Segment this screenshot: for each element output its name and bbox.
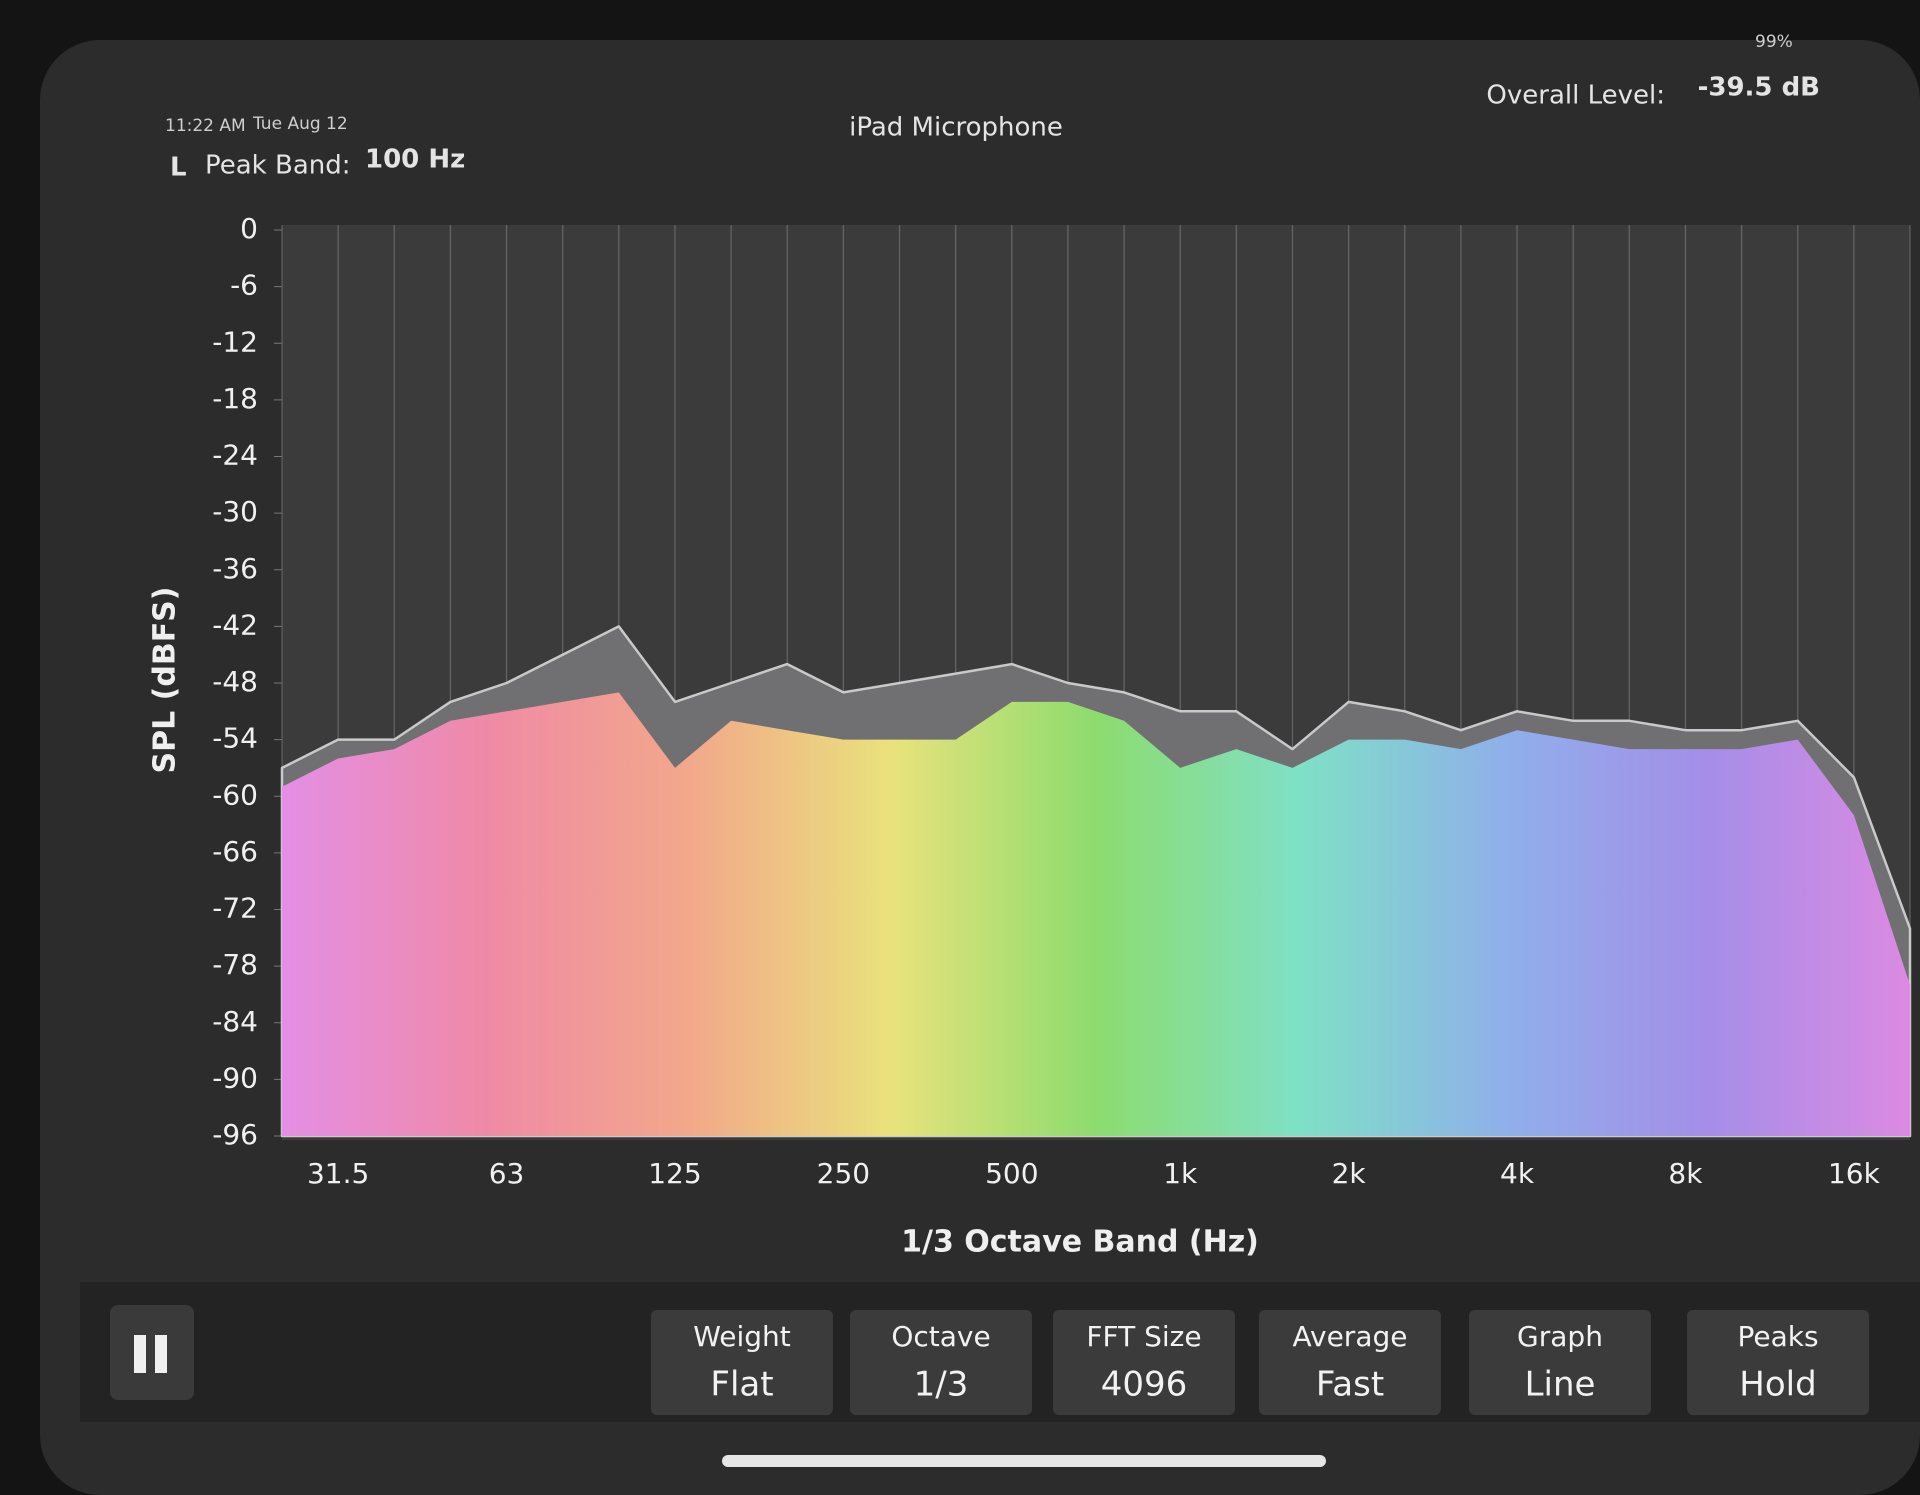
control-value[interactable]: 4096	[1101, 1365, 1188, 1405]
x-tick-label: 4k	[1500, 1157, 1535, 1190]
y-tick-label: 0	[240, 212, 258, 245]
control-button[interactable]: FFT Size 4096	[1053, 1310, 1235, 1415]
x-tick-label: 250	[817, 1157, 870, 1190]
y-tick-label: -90	[212, 1061, 258, 1094]
control-value[interactable]: Hold	[1739, 1365, 1816, 1405]
y-tick-label: -66	[212, 835, 258, 868]
control-button[interactable]: Average Fast	[1259, 1310, 1441, 1415]
y-tick-label: -18	[212, 382, 258, 415]
control-label[interactable]: Octave	[891, 1320, 990, 1353]
control-value[interactable]: Fast	[1316, 1365, 1384, 1405]
series-area	[282, 692, 1910, 1136]
peak-band-value: 100 Hz	[365, 145, 465, 175]
control-value[interactable]: 1/3	[914, 1365, 969, 1405]
overall-level-value: -39.5 dB	[1698, 73, 1820, 103]
peak-band-label: Peak Band:	[205, 151, 351, 181]
status-date: Tue Aug 12	[252, 114, 348, 134]
x-tick-label: 16k	[1828, 1157, 1881, 1190]
control-button-bg[interactable]	[850, 1310, 1032, 1415]
x-tick-label: 63	[489, 1157, 525, 1190]
y-tick-label: -30	[212, 495, 258, 528]
plot: 0 -6 -12 -18 -24 -30 -36 -42 -48 -54 -60 -66 -72 -78 -…	[212, 212, 1912, 1190]
x-tick-label: 1k	[1163, 1157, 1198, 1190]
pause-icon-bar[interactable]	[155, 1335, 167, 1373]
y-tick-label: -84	[212, 1005, 258, 1038]
control-button-bg[interactable]	[1259, 1310, 1441, 1415]
channel: L	[170, 153, 187, 183]
battery: 99%	[1755, 32, 1793, 52]
pause-icon-bar[interactable]	[134, 1335, 146, 1373]
control-button-bg[interactable]	[651, 1310, 833, 1415]
y-tick-label: -12	[212, 325, 258, 358]
overall-level-label: Overall Level:	[1486, 81, 1665, 111]
device-name: iPad Microphone	[849, 113, 1063, 143]
control-label[interactable]: Average	[1293, 1320, 1408, 1353]
control-label[interactable]: Weight	[693, 1320, 791, 1353]
control-button[interactable]: Octave 1/3	[850, 1310, 1032, 1415]
control-button-bg[interactable]	[1053, 1310, 1235, 1415]
y-tick-label: -36	[212, 552, 258, 585]
y-tick-label: -72	[212, 892, 258, 925]
control-label[interactable]: Graph	[1517, 1320, 1603, 1353]
pause-button[interactable]	[110, 1305, 194, 1400]
y-tick-label: -48	[212, 665, 258, 698]
y-tick-label: -24	[212, 439, 258, 472]
control-button-bg[interactable]	[1469, 1310, 1651, 1415]
control-value[interactable]: Flat	[710, 1365, 773, 1405]
x-tick-label: 31.5	[307, 1157, 369, 1190]
control-button[interactable]: Graph Line	[1469, 1310, 1651, 1415]
home-indicator	[722, 1455, 1326, 1467]
y-tick-label: -60	[212, 778, 258, 811]
x-tick-label: 2k	[1332, 1157, 1367, 1190]
control-label[interactable]: Peaks	[1737, 1320, 1818, 1353]
status-time: 11:22 AM	[165, 116, 246, 136]
x-tick-label: 8k	[1668, 1157, 1703, 1190]
y-tick-label: -54	[212, 722, 258, 755]
x-tick-label: 125	[648, 1157, 701, 1190]
control-label[interactable]: FFT Size	[1086, 1320, 1201, 1353]
control-button-bg[interactable]	[1687, 1310, 1869, 1415]
x-tick-label: 500	[985, 1157, 1038, 1190]
control-button[interactable]: Peaks Hold	[1687, 1310, 1869, 1415]
control-button[interactable]: Weight Flat	[651, 1310, 833, 1415]
pause-button-bg[interactable]	[110, 1305, 194, 1400]
y-tick-label: -42	[212, 608, 258, 641]
y-axis-title: SPL (dBFS)	[148, 586, 183, 773]
x-axis-title: 1/3 Octave Band (Hz)	[901, 1225, 1259, 1260]
y-tick-label: -96	[212, 1118, 258, 1151]
y-tick-label: -6	[230, 269, 258, 302]
y-tick-label: -78	[212, 948, 258, 981]
control-value[interactable]: Line	[1525, 1365, 1596, 1405]
